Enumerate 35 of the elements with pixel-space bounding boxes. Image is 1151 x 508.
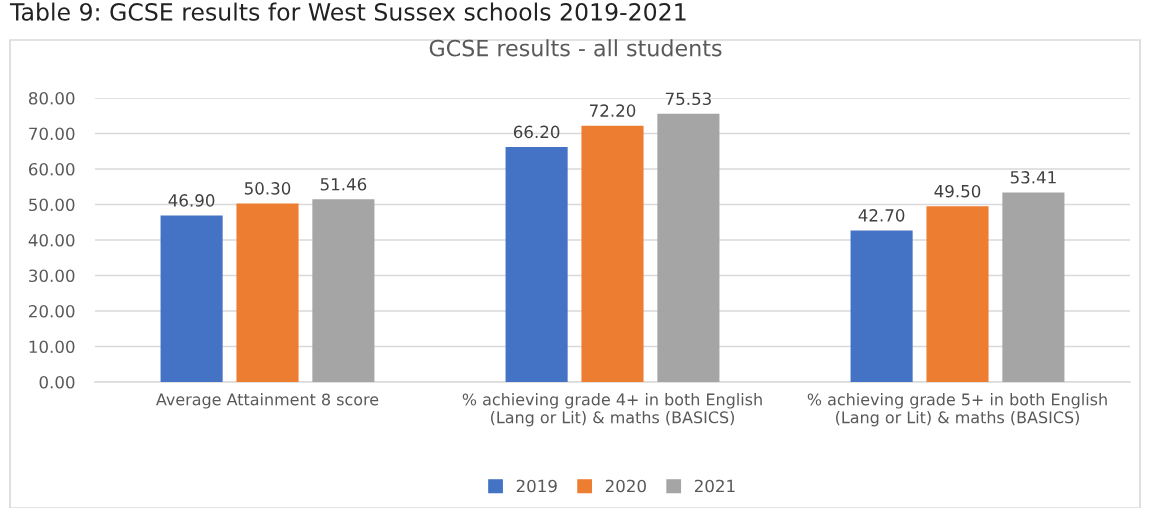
bar: [926, 206, 989, 382]
data-label: 75.53: [665, 92, 711, 106]
chart-title: GCSE results - all students: [429, 39, 722, 57]
y-tick-label: 40.00: [28, 233, 75, 247]
y-tick-label: 20.00: [29, 304, 75, 318]
y-tick-label: 30.00: [29, 269, 75, 283]
x-tick-label: % achieving grade 5+ in both English (Lang or Lit) & maths (BASICS): [807, 393, 1107, 427]
legend-label: 2021: [694, 479, 735, 493]
bar: [1002, 192, 1065, 382]
data-label: 46.90: [168, 194, 215, 207]
bar: [160, 215, 223, 382]
bar: [505, 146, 568, 382]
bar: [581, 125, 644, 382]
data-label: 51.46: [320, 177, 367, 191]
y-tick-label: 50.00: [29, 198, 75, 212]
x-tick-label: Average Attainment 8 score: [156, 393, 379, 409]
data-label: 66.20: [513, 125, 560, 139]
bar: [236, 203, 299, 382]
bar: [657, 113, 720, 382]
legend-label: 2020: [605, 479, 646, 493]
y-tick-label: 60.00: [29, 162, 75, 176]
y-tick-label: 0.00: [39, 375, 75, 389]
bar: [312, 199, 375, 382]
legend-label: 2019: [516, 479, 557, 493]
data-label: 49.50: [934, 184, 981, 198]
y-tick-label: 70.00: [29, 127, 75, 141]
data-label: 50.30: [244, 182, 291, 195]
data-label: 42.70: [858, 209, 905, 222]
data-label: 72.20: [590, 104, 636, 117]
data-label: 53.41: [1010, 171, 1056, 184]
caption: Table 9: GCSE results for West Sussex schools 2019-2021: [9, 2, 686, 21]
bar: [850, 230, 913, 382]
y-tick-label: 80.00: [28, 91, 75, 105]
y-tick-label: 10.00: [29, 340, 75, 354]
x-tick-label: % achieving grade 4+ in both English (Lang or Lit) & maths (BASICS): [462, 393, 762, 427]
